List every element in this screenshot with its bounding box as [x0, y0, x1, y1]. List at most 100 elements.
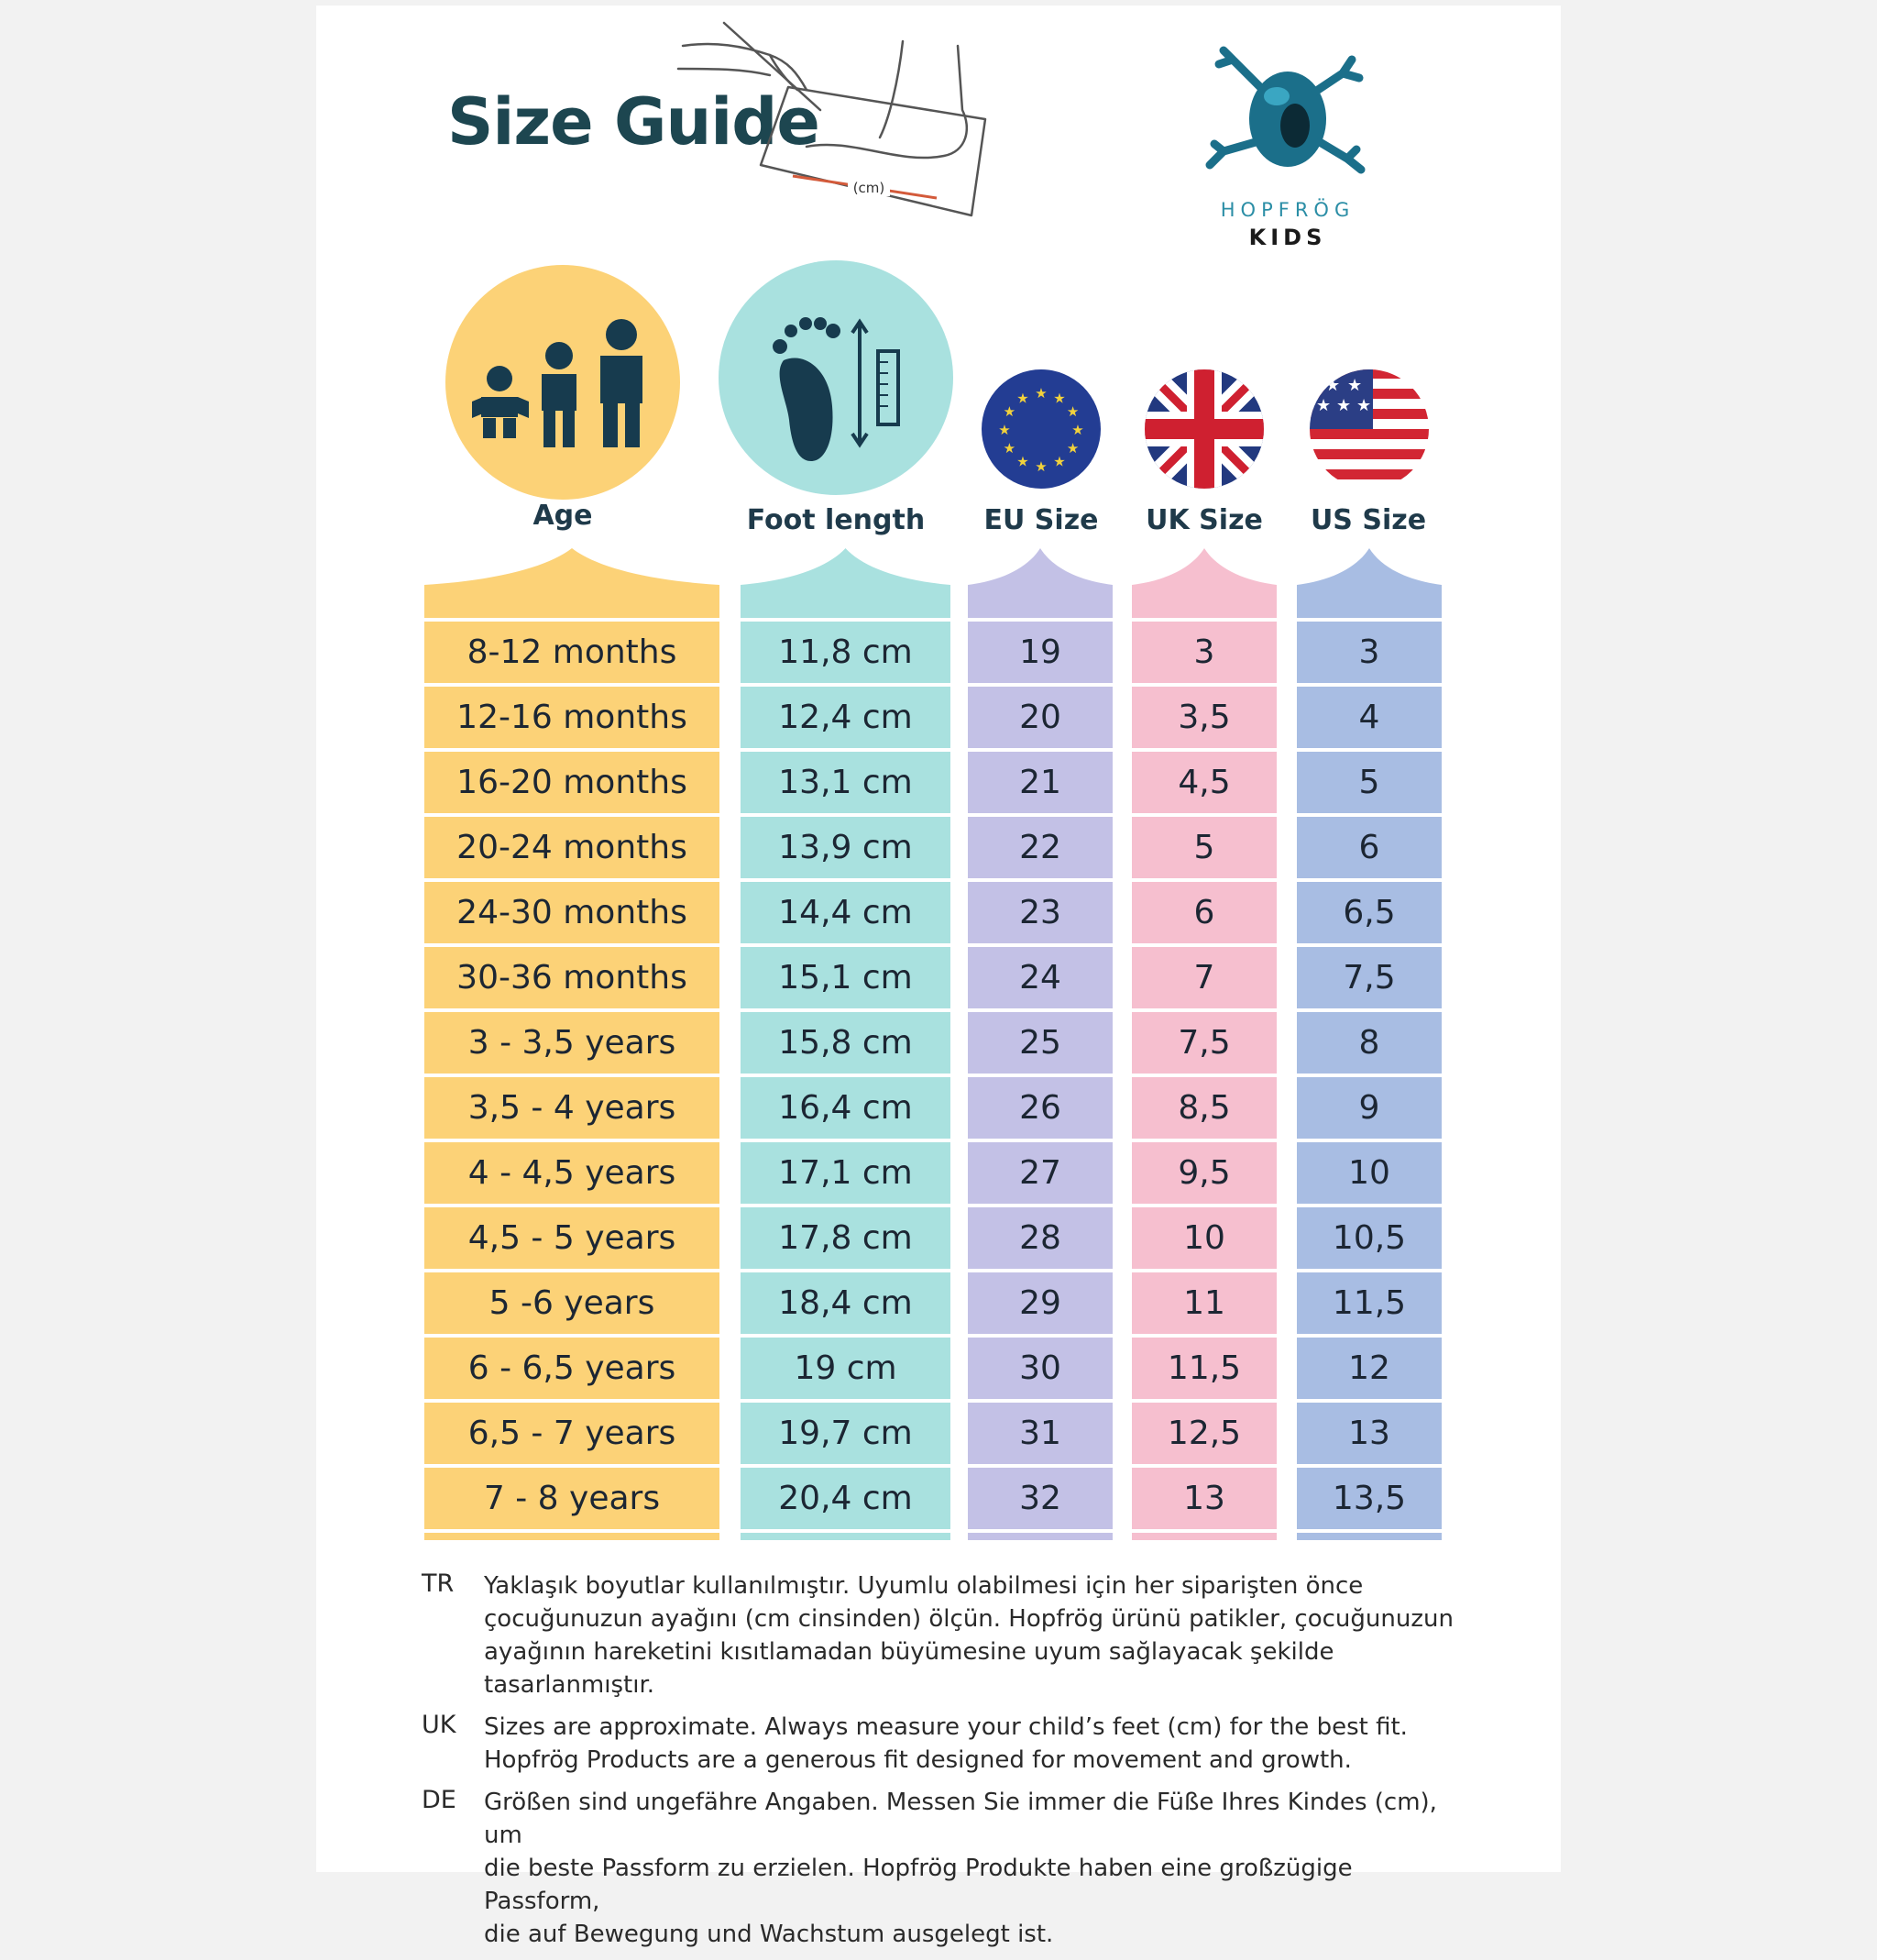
footprint-ruler-icon: [719, 260, 953, 495]
us-cell: 13,5: [1297, 1468, 1442, 1529]
us-cell: 6,5: [1297, 882, 1442, 943]
note-line: Sizes are approximate. Always measure yo…: [484, 1713, 1408, 1741]
foot-measuring-sketch-icon: (cm): [676, 21, 987, 217]
uk-cell: 12,5: [1132, 1403, 1277, 1464]
us-cell: 13: [1297, 1403, 1442, 1464]
brand-name: HOPFRÖG: [1220, 199, 1356, 221]
us-cell: 8: [1297, 1012, 1442, 1074]
note-line: Yaklaşık boyutlar kullanılmıştır. Uyumlu…: [484, 1572, 1364, 1600]
eu-star: ★: [1004, 403, 1015, 420]
uk-cell: 4,5: [1132, 752, 1277, 813]
uk-cell: 7: [1132, 947, 1277, 1008]
uk-cell: 11: [1132, 1272, 1277, 1334]
foot-cell: 17,1 cm: [741, 1142, 950, 1204]
age-cell: 6,5 - 7 years: [424, 1403, 719, 1464]
us-cell: 5: [1297, 752, 1442, 813]
us-size-column: 3 4 5 6 6,5 7,5 8 9 10 10,5 11,5 12 13 13,5: [1297, 548, 1442, 1540]
column-header-eu-size: EU Size: [983, 504, 1099, 536]
us-cell: 7,5: [1297, 947, 1442, 1008]
age-cell: 24-30 months: [424, 882, 719, 943]
notes-section: TR Yaklaşık boyutlar kullanılmıştır. Uyum…: [422, 1569, 1466, 1960]
age-cell: 4,5 - 5 years: [424, 1207, 719, 1269]
note-language-code: DE: [422, 1786, 456, 1814]
note-language-code: TR: [422, 1569, 455, 1598]
eu-cell: 21: [968, 752, 1113, 813]
age-cell: 30-36 months: [424, 947, 719, 1008]
us-cell: 6: [1297, 817, 1442, 878]
sketch-cm-label: (cm): [853, 180, 885, 196]
column-cap: [741, 548, 950, 612]
eu-cell: 29: [968, 1272, 1113, 1334]
column-header-foot-length: Foot length: [746, 504, 926, 536]
svg-text:★: ★: [1325, 376, 1340, 395]
age-cell: 3 - 3,5 years: [424, 1012, 719, 1074]
eu-star: ★: [1016, 390, 1028, 406]
eu-flag-icon: ★★★★★★★★★ ★ ★★: [982, 369, 1101, 489]
eu-cell: 26: [968, 1077, 1113, 1139]
uk-cell: 10: [1132, 1207, 1277, 1269]
children-age-icon: [445, 265, 680, 500]
brand-subtitle: KIDS: [1248, 225, 1327, 250]
uk-cell: 7,5: [1132, 1012, 1277, 1074]
uk-cell: 8,5: [1132, 1077, 1277, 1139]
note-line: die auf Bewegung und Wachstum ausgelegt …: [484, 1921, 1054, 1948]
svg-text:★: ★: [1347, 376, 1362, 395]
age-cell: 4 - 4,5 years: [424, 1142, 719, 1204]
foot-cell: 15,1 cm: [741, 947, 950, 1008]
note-line: çocuğunuzun ayağını (cm cinsinden) ölçün…: [484, 1605, 1454, 1633]
age-cell: 16-20 months: [424, 752, 719, 813]
column-cap: [1132, 548, 1277, 612]
eu-cell: 22: [968, 817, 1113, 878]
column-cap: [424, 548, 719, 612]
age-cell: 20-24 months: [424, 817, 719, 878]
note-tr: TR Yaklaşık boyutlar kullanılmıştır. Uyum…: [422, 1569, 1466, 1701]
uk-flag-icon: [1145, 369, 1264, 489]
us-cell: 12: [1297, 1338, 1442, 1399]
us-cell: 10: [1297, 1142, 1442, 1204]
eu-cell: 25: [968, 1012, 1113, 1074]
column-header-age: Age: [532, 500, 593, 532]
uk-cell: 3,5: [1132, 687, 1277, 748]
column-header-uk-size: UK Size: [1146, 504, 1263, 536]
note-language-code: UK: [422, 1711, 456, 1739]
note-text: Yaklaşık boyutlar kullanılmıştır. Uyumlu…: [484, 1569, 1466, 1701]
uk-cell: 6: [1132, 882, 1277, 943]
frog-logo-icon: [1205, 46, 1366, 174]
eu-star: ★: [1004, 440, 1015, 457]
eu-star: ★: [1067, 403, 1079, 420]
foot-cell: 19 cm: [741, 1338, 950, 1399]
us-cell: 9: [1297, 1077, 1442, 1139]
svg-text:★: ★: [1336, 396, 1351, 415]
uk-cell: 3: [1132, 622, 1277, 683]
eu-size-column: 19 20 21 22 23 24 25 26 27 28 29 30 31 32: [968, 548, 1113, 1540]
brand-logo: HOPFRÖG KIDS: [1196, 41, 1379, 252]
svg-text:★: ★: [1356, 396, 1371, 415]
foot-cell: 18,4 cm: [741, 1272, 950, 1334]
eu-star: ★: [1016, 454, 1028, 470]
eu-cell: 32: [968, 1468, 1113, 1529]
uk-size-column: 3 3,5 4,5 5 6 7 7,5 8,5 9,5 10 11 11,5 12,5 13: [1132, 548, 1277, 1540]
note-de: DE Größen sind ungefähre Angaben. Messen …: [422, 1786, 1466, 1951]
foot-cell: 17,8 cm: [741, 1207, 950, 1269]
uk-cell: 11,5: [1132, 1338, 1277, 1399]
foot-cell: 13,1 cm: [741, 752, 950, 813]
note-text: Größen sind ungefähre Angaben. Messen Si…: [484, 1786, 1466, 1951]
uk-cell: 13: [1132, 1468, 1277, 1529]
foot-cell: 12,4 cm: [741, 687, 950, 748]
eu-star: ★: [1035, 458, 1047, 475]
eu-star: ★: [1071, 422, 1083, 438]
column-cap: [968, 548, 1113, 612]
foot-cell: 11,8 cm: [741, 622, 950, 683]
eu-star: ★: [1053, 390, 1065, 406]
note-line: Hopfrög Products are a generous fit desi…: [484, 1746, 1352, 1774]
age-cell: 8-12 months: [424, 622, 719, 683]
eu-cell: 24: [968, 947, 1113, 1008]
eu-cell: 31: [968, 1403, 1113, 1464]
note-line: die beste Passform zu erzielen. Hopfrög …: [484, 1855, 1353, 1915]
note-line: ayağının hareketini kısıtlamadan büyümes…: [484, 1638, 1334, 1699]
uk-cell: 9,5: [1132, 1142, 1277, 1204]
eu-star: ★: [1067, 440, 1079, 457]
age-cell: 7 - 8 years: [424, 1468, 719, 1529]
note-text: Sizes are approximate. Always measure yo…: [484, 1711, 1466, 1777]
page-title: Size Guide: [447, 84, 820, 160]
